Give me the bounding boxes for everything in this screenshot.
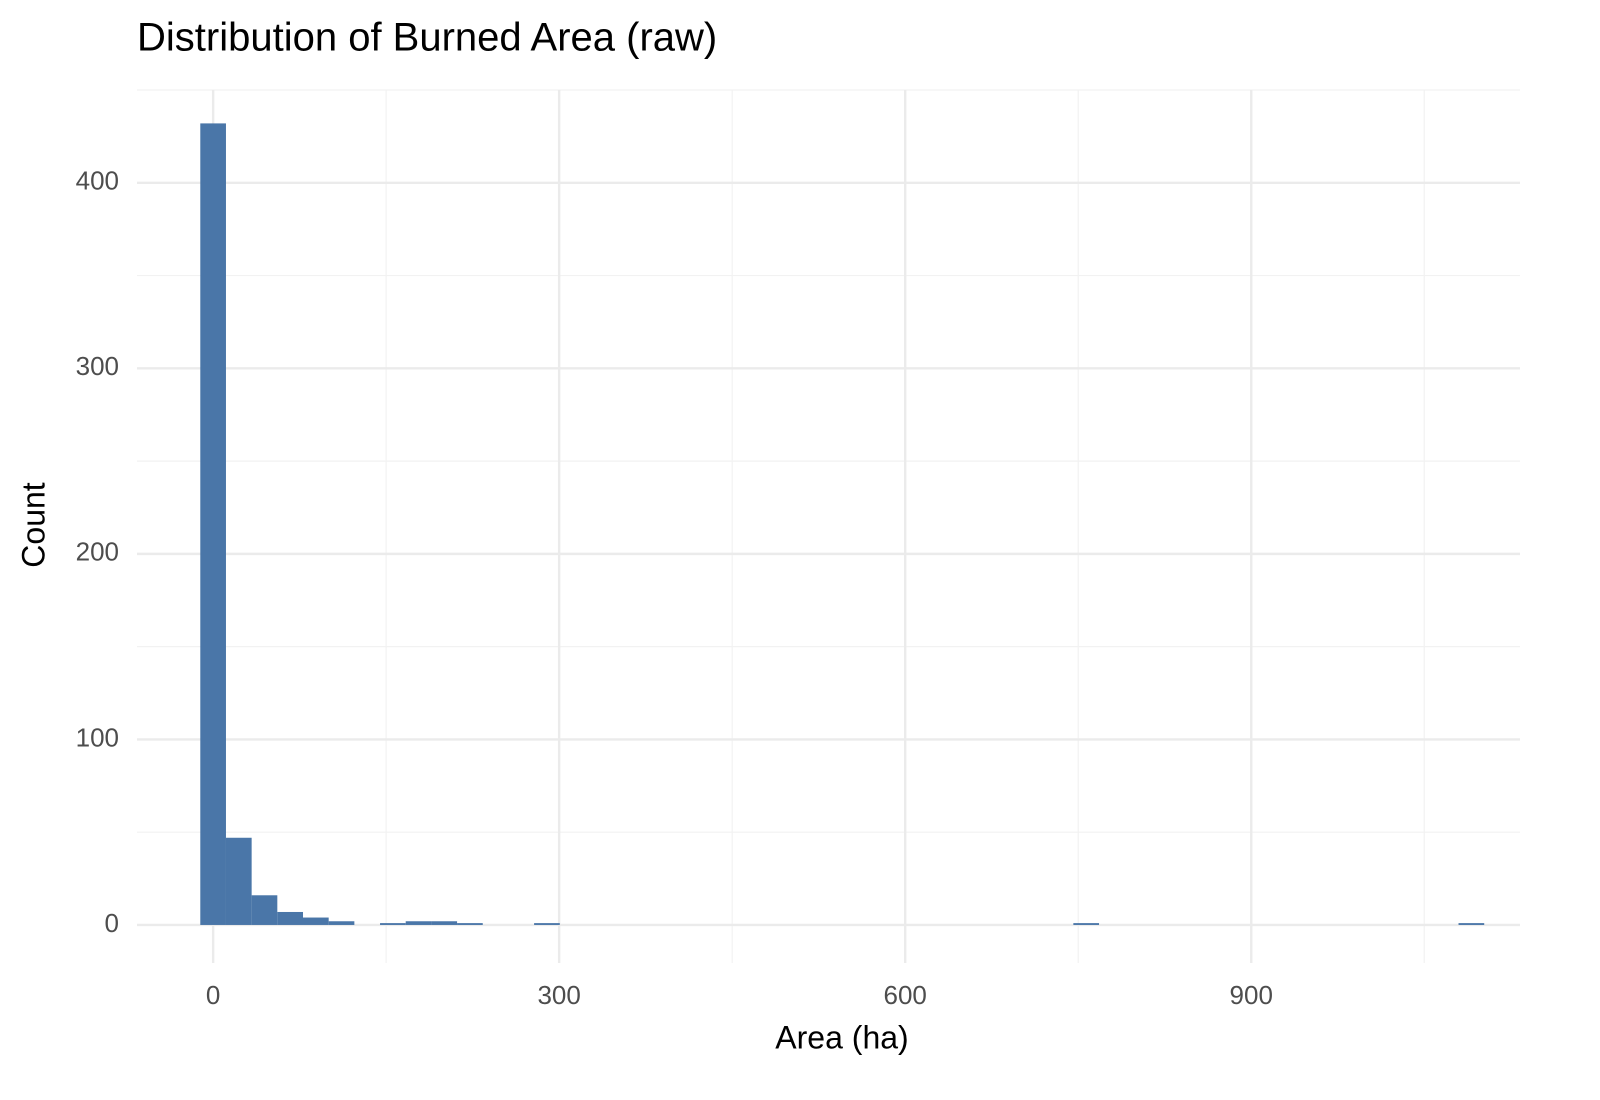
bar: [1458, 923, 1485, 925]
bar: [380, 923, 406, 925]
bar: [251, 895, 278, 925]
x-tick-label: 600: [884, 980, 927, 1010]
x-axis-title: Area (ha): [775, 1019, 908, 1055]
x-tick-label: 900: [1230, 980, 1273, 1010]
y-tick-label: 200: [76, 537, 119, 567]
bar: [457, 923, 483, 925]
bar: [431, 921, 458, 925]
y-tick-label: 100: [76, 722, 119, 752]
x-tick-label: 0: [206, 980, 220, 1010]
y-tick-label: 0: [105, 908, 119, 938]
bar: [328, 921, 355, 925]
bar: [303, 917, 329, 925]
y-axis-title: Count: [15, 482, 51, 568]
grid: [137, 89, 1520, 963]
x-tick-label: 300: [537, 980, 580, 1010]
bar: [277, 911, 304, 925]
bar: [405, 921, 432, 925]
bar: [225, 837, 252, 925]
bar: [1073, 923, 1100, 925]
bars: [200, 123, 1485, 925]
bar: [200, 123, 226, 925]
y-tick-label: 300: [76, 351, 119, 381]
y-tick-label: 400: [76, 166, 119, 196]
chart-title: Distribution of Burned Area (raw): [137, 16, 717, 60]
bar: [534, 923, 560, 925]
